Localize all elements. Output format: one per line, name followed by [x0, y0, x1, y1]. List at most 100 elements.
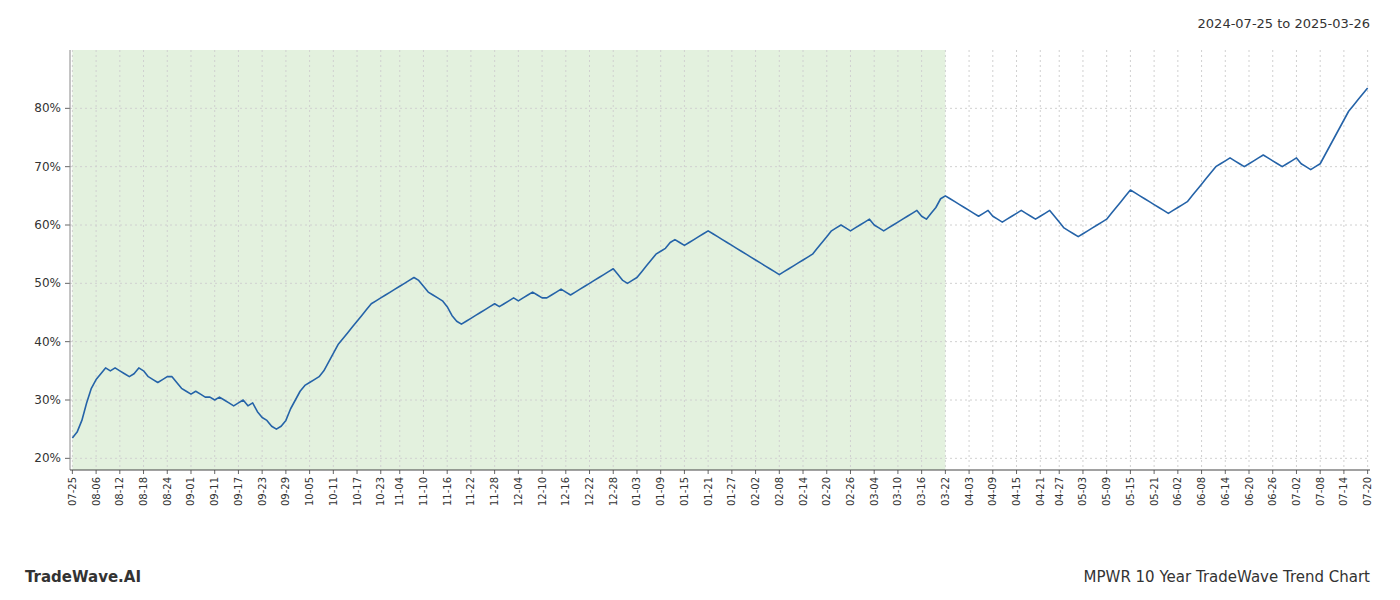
x-grid-line [1343, 50, 1344, 470]
x-grid-line [1296, 50, 1297, 470]
y-tick-label: 60% [34, 218, 61, 232]
chart: 20%30%40%50%60%70%80%07-2508-0608-1208-1… [0, 0, 1400, 600]
x-tick-label: 12-16 [560, 477, 571, 506]
x-grid-line [1059, 50, 1060, 470]
x-grid-line [826, 50, 827, 470]
x-grid-line [447, 50, 448, 470]
x-tick-label: 02-20 [821, 477, 832, 506]
x-grid-line [285, 50, 286, 470]
x-grid-line [1272, 50, 1273, 470]
y-tick [65, 166, 70, 167]
x-grid-line [72, 50, 73, 470]
x-grid-line [143, 50, 144, 470]
x-grid-line [708, 50, 709, 470]
x-tick-label: 01-21 [703, 477, 714, 506]
y-tick-label: 30% [34, 393, 61, 407]
x-grid-line [167, 50, 168, 470]
x-tick-label: 01-27 [726, 477, 737, 506]
x-grid-line [660, 50, 661, 470]
x-grid-line [731, 50, 732, 470]
x-tick-label: 08-12 [114, 477, 125, 506]
y-grid-line [70, 283, 1370, 284]
x-tick-label: 01-03 [631, 477, 642, 506]
y-grid-line [70, 108, 1370, 109]
x-grid-line [238, 50, 239, 470]
x-grid-line [470, 50, 471, 470]
y-axis-line [70, 50, 71, 470]
x-tick-label: 05-21 [1149, 477, 1160, 506]
x-grid-line [1367, 50, 1368, 470]
x-grid-line [1201, 50, 1202, 470]
title: MPWR 10 Year TradeWave Trend Chart [1084, 568, 1371, 586]
x-grid-line [357, 50, 358, 470]
x-tick-label: 10-05 [304, 477, 315, 506]
x-grid-line [636, 50, 637, 470]
x-tick-label: 10-17 [352, 477, 363, 506]
x-tick-label: 06-20 [1244, 477, 1255, 506]
x-grid-line [380, 50, 381, 470]
x-grid-line [262, 50, 263, 470]
x-tick-label: 02-02 [750, 477, 761, 506]
x-grid-line [921, 50, 922, 470]
x-axis-line [70, 469, 1370, 470]
x-tick-label: 01-09 [655, 477, 666, 506]
y-tick-label: 70% [34, 160, 61, 174]
x-tick-label: 06-14 [1220, 477, 1231, 506]
x-grid-line [214, 50, 215, 470]
x-tick-label: 11-10 [418, 477, 429, 506]
x-grid-line [1154, 50, 1155, 470]
x-tick-label: 02-08 [774, 477, 785, 506]
x-grid-line [119, 50, 120, 470]
x-grid-line [992, 50, 993, 470]
x-tick-label: 05-03 [1077, 477, 1088, 506]
x-tick-label: 09-01 [185, 477, 196, 506]
x-tick-label: 12-22 [584, 477, 595, 506]
trend-line [72, 88, 1367, 438]
y-grid-line [70, 458, 1370, 459]
x-tick-label: 07-14 [1338, 477, 1349, 506]
x-tick-label: 10-11 [328, 477, 339, 506]
x-tick-label: 04-09 [987, 477, 998, 506]
x-grid-line [969, 50, 970, 470]
subtitle: 2024-07-25 to 2025-03-26 [1198, 16, 1370, 31]
x-grid-line [589, 50, 590, 470]
x-grid-line [897, 50, 898, 470]
x-grid-line [850, 50, 851, 470]
x-tick-label: 04-27 [1054, 477, 1065, 506]
x-grid-line [1320, 50, 1321, 470]
x-tick-label: 08-18 [138, 477, 149, 506]
y-tick-label: 50% [34, 276, 61, 290]
x-grid-line [565, 50, 566, 470]
x-tick-label: 04-21 [1035, 477, 1046, 506]
x-tick-label: 04-15 [1011, 477, 1022, 506]
x-tick-label: 07-25 [67, 477, 78, 506]
x-grid-line [1040, 50, 1041, 470]
x-grid-line [945, 50, 946, 470]
x-grid-line [542, 50, 543, 470]
x-grid-line [1016, 50, 1017, 470]
y-tick-label: 20% [34, 451, 61, 465]
shaded-region [72, 50, 945, 470]
x-grid-line [613, 50, 614, 470]
x-grid-line [1082, 50, 1083, 470]
y-tick [65, 400, 70, 401]
x-tick-label: 12-28 [608, 477, 619, 506]
x-tick-label: 02-14 [798, 477, 809, 506]
x-tick-label: 08-24 [162, 477, 173, 506]
x-tick-label: 07-02 [1291, 477, 1302, 506]
x-tick-label: 09-29 [280, 477, 291, 506]
x-tick-label: 02-26 [845, 477, 856, 506]
x-grid-line [1177, 50, 1178, 470]
x-tick-label: 03-04 [869, 477, 880, 506]
x-tick-label: 04-03 [964, 477, 975, 506]
x-grid-line [399, 50, 400, 470]
grid [70, 50, 1370, 470]
x-tick-label: 01-15 [679, 477, 690, 506]
y-tick-label: 40% [34, 335, 61, 349]
plot-data [72, 88, 1367, 438]
x-tick-label: 12-10 [537, 477, 548, 506]
axes: 20%30%40%50%60%70%80%07-2508-0608-1208-1… [34, 50, 1373, 506]
x-tick-label: 11-04 [394, 477, 405, 506]
x-tick-label: 12-04 [513, 477, 524, 506]
x-grid-line [1249, 50, 1250, 470]
